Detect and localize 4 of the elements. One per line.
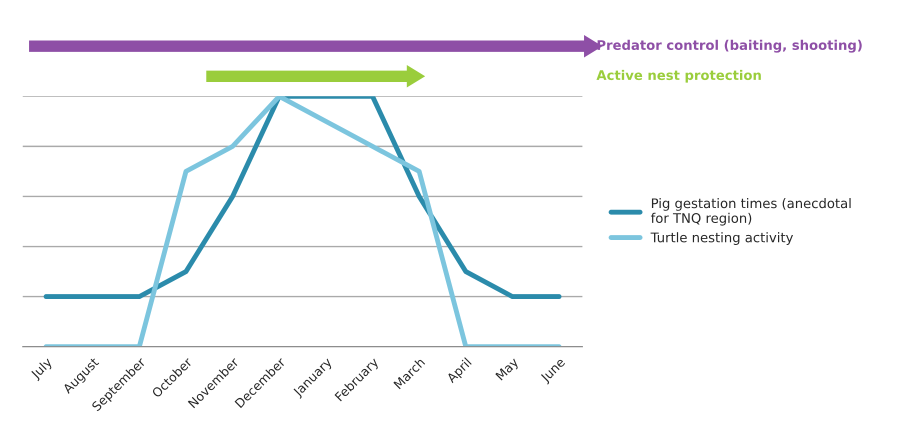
text: Predator control (baiting, shooting) bbox=[598, 40, 862, 53]
legend-label: Pig gestation times (anecdotal for TNQ region) bbox=[650, 198, 851, 226]
text: Active nest protection bbox=[596, 70, 761, 83]
legend-label: Turtle nesting activity bbox=[650, 232, 794, 245]
